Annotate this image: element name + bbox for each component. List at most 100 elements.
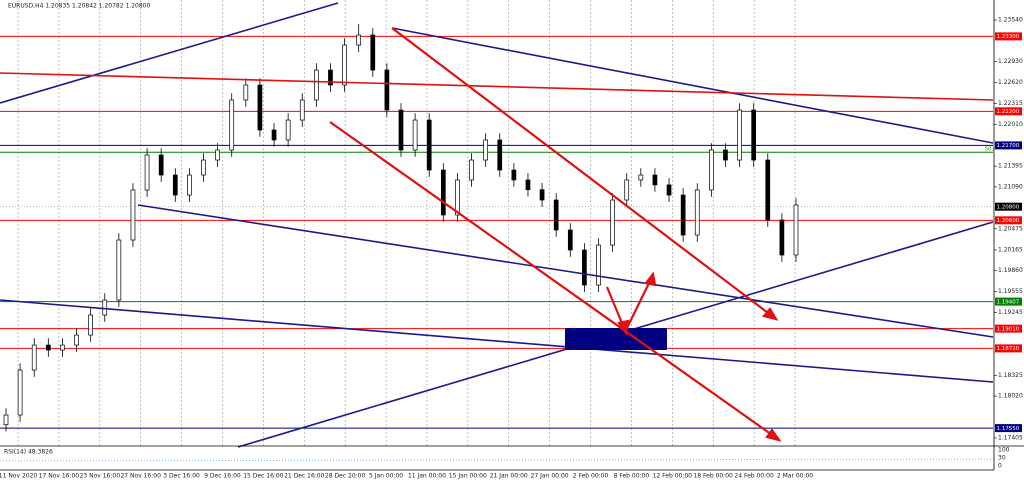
candle-body — [567, 229, 573, 251]
candle-body — [469, 159, 474, 181]
candle-body — [3, 414, 9, 426]
candle-body — [215, 149, 220, 161]
x-tick-label: 9 Dec 16:00 — [204, 473, 241, 480]
candle-body — [257, 84, 263, 131]
x-tick-label: 27 Nov 16:00 — [120, 473, 161, 480]
arrow — [605, 286, 626, 329]
candle-body — [172, 174, 178, 196]
candle-body — [440, 169, 446, 216]
y-tick-label: 1.19860 — [998, 267, 1023, 274]
levels: 50.0 — [0, 35, 996, 429]
level-tag — [995, 424, 1022, 433]
x-tick-label: 11 Nov 2020 — [0, 473, 37, 480]
x-tick-label: 15 Dec 16:00 — [243, 473, 284, 480]
level-tag — [995, 297, 1022, 306]
trendline — [137, 204, 994, 338]
candle-body — [765, 159, 771, 221]
candle-body — [751, 109, 757, 161]
arrow-head — [765, 428, 782, 442]
y-tick-label: 1.17405 — [998, 434, 1023, 441]
candle-body — [45, 344, 51, 351]
candle-body — [314, 69, 319, 101]
level-label: 1.19407 — [997, 299, 1020, 305]
trendline — [0, 2, 339, 104]
candle-body — [88, 314, 93, 336]
x-tick-label: 28 Dec 20:00 — [325, 473, 366, 480]
y-tick-label: 1.19245 — [998, 309, 1023, 316]
level-label: 1.23300 — [997, 34, 1020, 40]
x-tick-label: 2 Feb 00:00 — [573, 473, 609, 480]
trendline — [0, 299, 994, 383]
x-tick-label: 15 Jan 00:00 — [449, 473, 487, 480]
indicator-tick-label: 30 — [998, 455, 1006, 462]
channel-arrow — [329, 121, 776, 438]
x-tick-label: 17 Nov 16:00 — [39, 473, 80, 480]
zone-box — [565, 328, 667, 350]
candle-body — [426, 119, 432, 171]
candle-body — [17, 369, 23, 416]
chart-title: EURUSD,H4 1.20835 1.20842 1.20782 1.2080… — [8, 3, 150, 10]
y-tick-label: 1.18325 — [998, 372, 1023, 379]
candle-body — [201, 159, 206, 176]
level-label: 1.22200 — [997, 109, 1020, 115]
level-tag — [995, 324, 1022, 333]
y-tick-label: 1.20165 — [998, 246, 1023, 253]
level-label: 1.21700 — [997, 143, 1020, 149]
candle-body — [60, 344, 65, 351]
y-tick-label: 1.21395 — [998, 163, 1023, 170]
candle-body — [511, 169, 517, 181]
candle-body — [525, 179, 531, 191]
x-tick-label: 5 Jan 00:00 — [369, 473, 403, 480]
x-tick-label: 11 Jan 00:00 — [408, 473, 446, 480]
level-label: 1.20800 — [997, 204, 1020, 210]
level-label: 1.18720 — [997, 346, 1020, 352]
candle-body — [723, 149, 728, 161]
candle-body — [299, 99, 305, 121]
candle-body — [116, 239, 122, 301]
level-label: 1.17550 — [997, 426, 1020, 432]
trendline — [0, 72, 994, 101]
level-tag — [995, 216, 1022, 225]
level-tag — [995, 344, 1022, 353]
price-axis-bg — [994, 0, 1024, 482]
candle-body — [370, 34, 376, 71]
candle-body — [271, 129, 277, 141]
candle-body — [666, 184, 672, 196]
level-tag — [995, 141, 1022, 150]
candle-body — [737, 109, 742, 161]
candle-body — [793, 204, 799, 256]
candle-body — [652, 174, 658, 186]
candle-body — [610, 199, 615, 246]
x-tick-label: 3 Dec 16:00 — [163, 473, 200, 480]
candle-body — [187, 174, 192, 196]
level-tag — [995, 32, 1022, 41]
candle-body — [31, 344, 37, 371]
y-tick-label: 1.20475 — [998, 225, 1023, 232]
channel-arrow — [391, 27, 773, 317]
candle-body — [779, 219, 785, 256]
level-label: 1.19010 — [997, 326, 1020, 332]
candle-body — [483, 139, 488, 161]
x-tick-label: 24 Feb 00:00 — [734, 473, 774, 480]
candle-body — [158, 154, 164, 176]
candle-body — [74, 334, 79, 346]
candle-body — [596, 244, 601, 286]
trendlines — [0, 2, 994, 448]
x-tick-label: 8 Feb 00:00 — [614, 473, 650, 480]
candle-body — [539, 189, 545, 201]
candle-body — [356, 34, 362, 46]
candle-body — [709, 149, 714, 191]
y-tick-label: 1.21090 — [998, 183, 1023, 190]
y-tick-label: 1.23540 — [998, 17, 1023, 24]
x-tick-label: 21 Dec 16:00 — [284, 473, 325, 480]
level-tag — [995, 107, 1022, 116]
trendline — [391, 27, 994, 144]
arrow — [625, 278, 652, 331]
indicator-label: RSI(14) 48.3826 — [4, 449, 53, 456]
x-tick-label: 21 Jan 00:00 — [490, 473, 528, 480]
y-tick-label: 1.22010 — [998, 121, 1023, 128]
candle-body — [680, 194, 686, 236]
y-tick-label: 1.22930 — [998, 58, 1023, 65]
candle-body — [102, 299, 108, 316]
